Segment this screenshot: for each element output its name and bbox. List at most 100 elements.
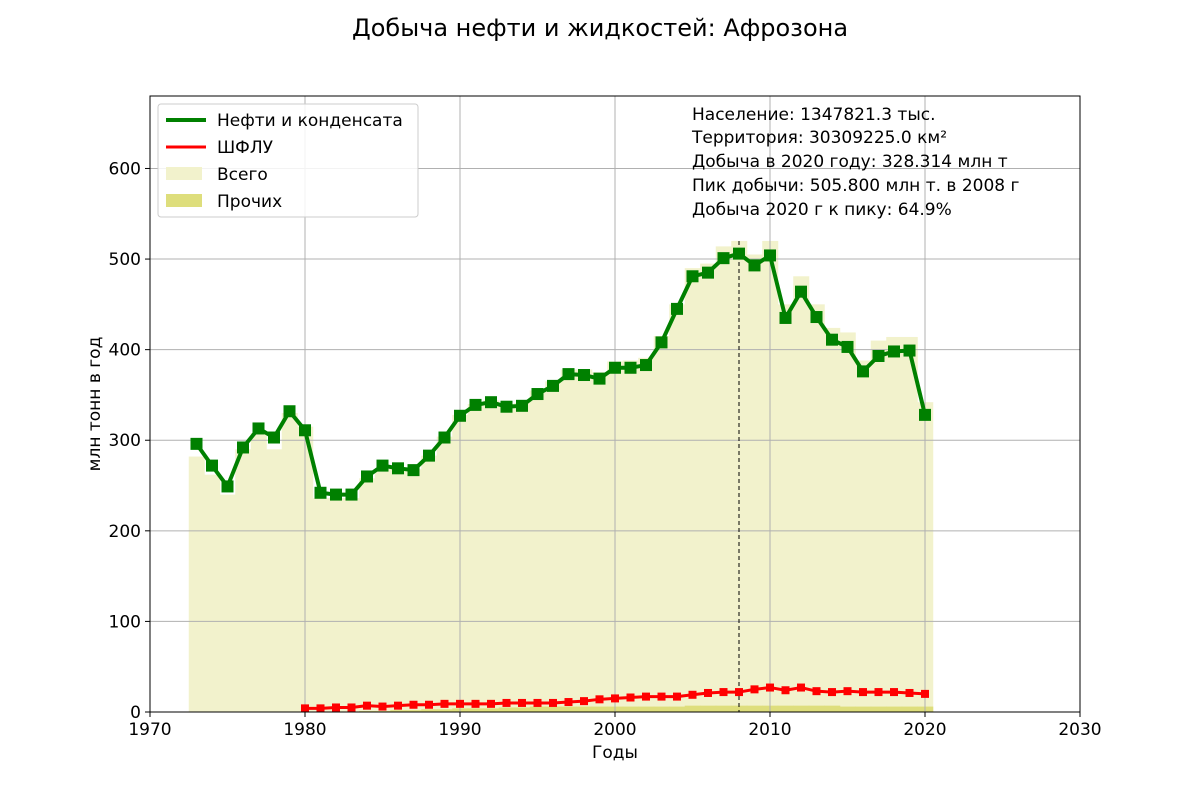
legend-label-total: Всего: [217, 165, 268, 185]
oil-marker: [485, 396, 497, 409]
other-bar: [808, 705, 825, 712]
total-bar: [746, 254, 763, 712]
other-bar: [638, 706, 655, 712]
total-bar: [359, 478, 376, 712]
ngl-marker: [347, 703, 356, 712]
oil-marker: [795, 285, 807, 298]
other-bar: [653, 706, 670, 712]
total-bar: [235, 449, 252, 712]
total-bar: [622, 360, 639, 712]
total-bar: [839, 332, 856, 712]
oil-marker: [841, 340, 854, 353]
ngl-marker: [456, 699, 464, 708]
ngl-marker: [781, 686, 790, 695]
oil-marker: [655, 336, 668, 349]
oil-marker: [237, 441, 249, 454]
oil-marker: [345, 488, 358, 501]
x-tick-label: 1970: [128, 720, 171, 740]
oil-marker: [392, 462, 404, 475]
oil-marker: [624, 361, 637, 374]
other-bar: [622, 706, 639, 712]
chart-title: Добыча нефти и жидкостей: Афрозона: [352, 14, 848, 42]
y-tick-label: 500: [109, 250, 141, 270]
oil-marker: [779, 311, 792, 324]
ngl-marker: [673, 692, 681, 701]
y-tick-label: 600: [109, 159, 141, 179]
other-bar: [684, 705, 701, 712]
oil-marker: [733, 247, 745, 260]
other-bar: [483, 708, 500, 712]
ngl-marker: [471, 699, 480, 708]
legend-box: [157, 103, 419, 218]
total-bar: [855, 360, 872, 712]
ngl-marker: [766, 683, 774, 692]
total-bar: [467, 404, 484, 712]
oil-marker: [593, 372, 606, 385]
total-bar: [204, 474, 221, 712]
oil-marker: [361, 470, 373, 483]
legend-label-oil: Нефти и конденсата: [217, 111, 403, 131]
x-tick-label: 1980: [283, 720, 326, 740]
total-bar: [250, 432, 267, 712]
oil-marker: [454, 409, 466, 422]
other-bar: [576, 706, 593, 712]
ngl-marker: [394, 701, 402, 710]
oil-marker: [190, 437, 203, 450]
ngl-marker: [626, 693, 635, 702]
oil-marker: [221, 480, 234, 493]
oil-marker: [903, 344, 916, 357]
oil-marker: [407, 464, 420, 477]
oil-marker: [206, 459, 218, 472]
info-ratio: Добыча 2020 г к пику: 64.9%: [692, 200, 952, 220]
total-bar: [483, 400, 500, 712]
total-bar: [390, 469, 407, 712]
oil-marker: [810, 311, 823, 324]
oil-marker: [640, 359, 652, 372]
total-bar: [700, 263, 717, 712]
y-axis-ticks: 0 100 200 300 400 500 600: [109, 159, 150, 723]
other-bar: [560, 706, 577, 712]
total-bar: [653, 336, 670, 712]
ngl-marker: [905, 688, 914, 697]
x-tick-label: 2020: [903, 720, 946, 740]
oil-marker: [609, 361, 621, 374]
x-tick-label: 2030: [1058, 720, 1101, 740]
ngl-marker: [750, 685, 759, 694]
legend-swatch-total: [166, 167, 202, 180]
total-bar: [638, 357, 655, 712]
other-bar: [777, 705, 794, 712]
oil-marker: [671, 302, 683, 315]
oil-marker: [531, 388, 544, 401]
other-bar: [390, 710, 407, 712]
x-axis-ticks: 1970 1980 1990 2000 2010 2020 2030: [128, 712, 1102, 740]
oil-marker: [330, 488, 342, 501]
total-bar: [343, 498, 360, 712]
total-bar: [281, 413, 298, 712]
ngl-marker: [843, 687, 852, 696]
other-bar: [901, 706, 918, 712]
total-bar: [421, 455, 438, 712]
y-axis-label: млн тонн в год: [85, 337, 105, 472]
oil-marker: [438, 431, 451, 444]
ngl-marker: [890, 688, 898, 697]
total-bar: [870, 340, 887, 712]
info-population: Население: 1347821.3 тыс.: [692, 105, 936, 125]
ngl-marker: [797, 683, 805, 692]
total-bar: [498, 404, 515, 712]
total-bar: [669, 304, 686, 712]
ngl-marker: [549, 698, 557, 707]
other-bar: [700, 705, 717, 712]
total-bar: [436, 436, 453, 712]
y-tick-label: 400: [109, 341, 141, 361]
oil-marker: [826, 333, 838, 346]
oil-marker: [717, 252, 730, 265]
info-block: Население: 1347821.3 тыс. Территория: 30…: [691, 105, 1020, 220]
total-bar: [529, 390, 546, 712]
ngl-marker: [704, 688, 712, 697]
total-bars: [188, 240, 934, 713]
ngl-marker: [378, 702, 387, 711]
legend-label-ngl: ШФЛУ: [217, 138, 274, 158]
other-bar: [855, 706, 872, 712]
info-peak: Пик добычи: 505.800 млн т. в 2008 г: [692, 176, 1020, 196]
